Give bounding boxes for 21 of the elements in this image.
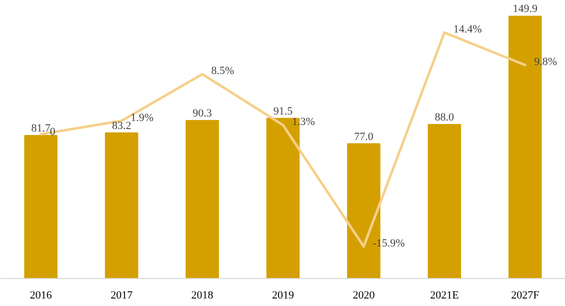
data-label: 77.0 [354, 130, 374, 143]
data-label: 90.3 [192, 108, 212, 120]
data-label: 149.9 [512, 3, 538, 16]
bar [428, 124, 462, 278]
x-tick-label: 2016 [30, 290, 52, 302]
data-label: 81.7 [31, 122, 51, 135]
data-label: 83.2 [112, 120, 132, 132]
data-label: 88.0 [434, 112, 455, 124]
bar [24, 135, 58, 278]
x-tick-label: 2017 [110, 290, 134, 302]
data-label: 1.9% [130, 112, 154, 124]
x-tick-label: 2021E [430, 290, 460, 302]
bar [104, 132, 138, 278]
data-label: 14.4% [453, 24, 482, 36]
data-label: 91.5 [273, 105, 294, 118]
x-tick-label: 2018 [191, 290, 214, 302]
data-label: 8.5% [211, 65, 234, 78]
bar [186, 120, 219, 278]
x-tick-label: 2020 [352, 290, 376, 302]
x-tick-label: 2019 [272, 290, 294, 302]
x-tick-label: 2027F [511, 290, 540, 302]
